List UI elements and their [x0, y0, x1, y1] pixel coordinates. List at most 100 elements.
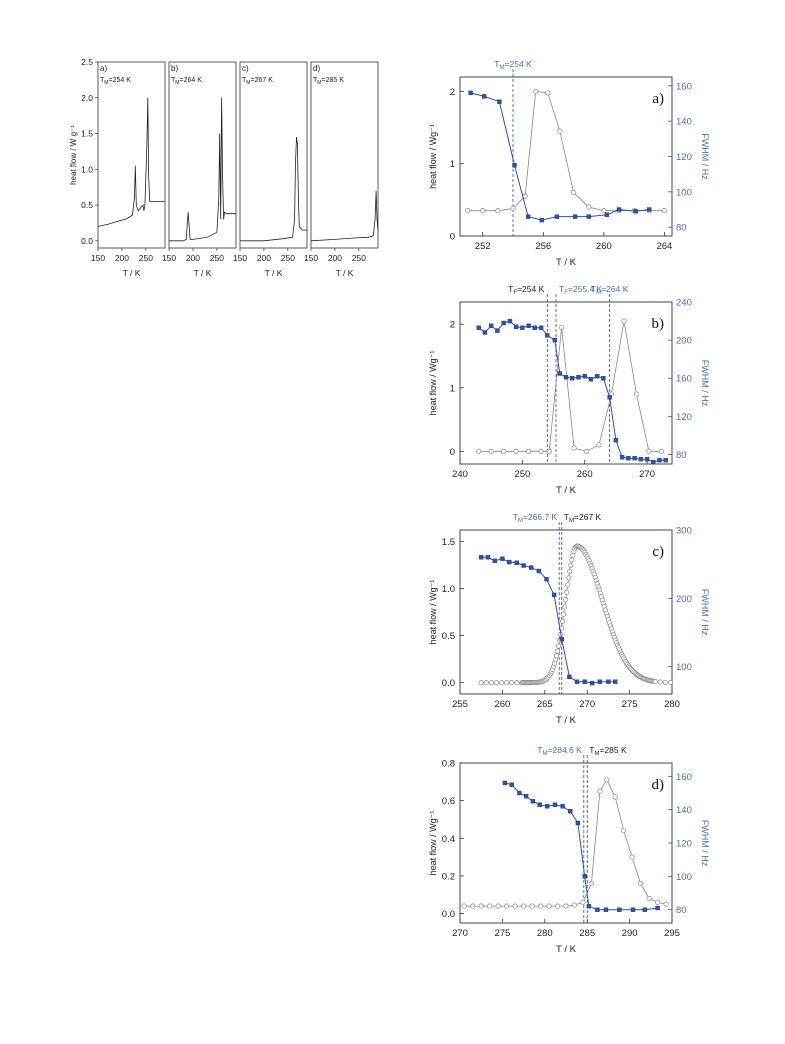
y-axis-label: heat flow / W g⁻¹	[69, 125, 78, 185]
heat-flow-point	[526, 448, 532, 454]
fwhm-point	[582, 374, 587, 379]
fwhm-point	[551, 592, 557, 598]
melting-temp-annotation: TM=267 K	[242, 77, 273, 86]
panel-label: a)	[100, 64, 107, 73]
dsc-nmr-panel-d: 270 275 280 285 290 295 T / K 0.0 0.2 0.4 0.6 0.8 he…	[428, 745, 710, 955]
heat-flow-point	[629, 854, 635, 860]
y-tick-label: 0.8	[442, 759, 455, 770]
melting-temp-annotation-sub: M	[175, 80, 179, 86]
heat-flow-point	[488, 680, 494, 686]
y-right-tick-label: 100	[676, 662, 692, 673]
y-right-tick-label: 80	[676, 905, 687, 916]
y-right-tick-label: 80	[676, 223, 687, 234]
heat-flow-point	[557, 128, 563, 134]
fwhm-point	[632, 456, 637, 461]
transition-temp-label-rest: =264 K	[601, 284, 629, 294]
x-tick-label: 150	[233, 253, 247, 263]
x-axis-label: T / K	[123, 268, 141, 278]
heat-flow-point	[476, 448, 482, 454]
fwhm-point	[545, 333, 550, 338]
heat-flow-point	[546, 448, 552, 454]
transition-temp-label: TM=285 K	[589, 745, 627, 757]
panel-label: d)	[652, 777, 665, 793]
fwhm-point	[536, 568, 542, 574]
heat-flow-point	[655, 899, 661, 905]
heat-flow-point	[571, 190, 577, 196]
transition-temp-label-rest: =254 K	[505, 59, 533, 69]
y-right-tick-label: 240	[676, 298, 692, 309]
x-tick-label: 260	[596, 241, 612, 252]
heat-flow-point	[584, 448, 590, 454]
heat-flow-point	[565, 582, 571, 588]
x-tick-label: 150	[91, 253, 105, 263]
x-tick-label: 270	[579, 699, 595, 710]
heat-flow-point	[465, 208, 471, 214]
fwhm-point	[489, 323, 494, 328]
heat-flow-point	[561, 611, 567, 617]
heat-flow-point	[559, 324, 565, 330]
heat-flow-point	[521, 903, 527, 909]
heat-flow-point	[612, 794, 618, 800]
melting-temp-annotation-sub: M	[246, 80, 250, 86]
x-tick-label: 264	[656, 241, 672, 252]
y-tick-label: 1.0	[81, 164, 93, 174]
fwhm-point	[586, 214, 591, 219]
y-right-tick-label: 200	[676, 336, 692, 347]
heat-flow-point	[488, 448, 494, 454]
small-panel-b: 150 200 250 T / K b) TM=264 K	[162, 61, 237, 278]
y-tick-label: 1.5	[81, 129, 93, 139]
fwhm-point	[532, 325, 537, 330]
y-right-tick-label: 100	[676, 187, 692, 198]
y-tick-label: 0.5	[81, 200, 93, 210]
fwhm-point	[644, 457, 650, 462]
heat-flow-point	[596, 442, 602, 448]
melting-temp-annotation-sub: M	[104, 80, 108, 86]
fwhm-point	[588, 377, 594, 382]
heat-flow-point	[658, 448, 664, 454]
y-right-tick-label: 120	[676, 152, 692, 163]
x-tick-label: 270	[452, 928, 468, 939]
heat-flow-point	[621, 318, 627, 324]
heat-flow-point	[580, 899, 586, 905]
fwhm-point	[479, 555, 484, 560]
melting-temp-annotation-rest: =254 K	[108, 77, 131, 84]
x-axis-label: T / K	[556, 485, 577, 496]
fwhm-point	[525, 214, 531, 219]
transition-temp-label-main: T	[591, 284, 596, 294]
y-right-tick-label: 140	[676, 117, 692, 128]
heat-flow-point	[568, 562, 574, 568]
heat-flow-point	[555, 643, 562, 649]
heat-flow-point	[633, 391, 640, 397]
transition-temp-label-main: T	[537, 745, 542, 755]
transition-temp-label-main: T	[508, 284, 513, 294]
heat-flow-point	[509, 680, 515, 686]
heat-flow-point	[461, 903, 467, 909]
heat-flow-point	[657, 679, 663, 685]
y-axis-label: heat flow / Wg⁻¹	[428, 580, 438, 645]
transition-temp-label: TM=266.7 K	[513, 512, 558, 524]
fwhm-point	[572, 214, 578, 219]
y-tick-label: 2	[450, 320, 455, 331]
x-tick-label: 270	[639, 469, 655, 480]
heat-flow-point	[563, 903, 569, 909]
heat-flow-point	[504, 680, 510, 686]
fwhm-point	[574, 679, 580, 684]
fwhm-point	[638, 457, 643, 462]
plot-frame	[239, 61, 308, 249]
heat-flow-point	[504, 903, 510, 909]
panel-label: c)	[242, 64, 249, 73]
fwhm-point	[509, 782, 514, 787]
heat-flow-point	[480, 208, 486, 214]
heat-flow-point	[538, 448, 544, 454]
fwhm-point	[495, 328, 500, 333]
heat-flow-point	[470, 903, 476, 909]
transition-temp-label: TM=264 K	[591, 284, 629, 296]
fwhm-point	[606, 679, 611, 684]
plot-frame	[459, 529, 673, 695]
x-tick-label: 260	[577, 469, 593, 480]
heat-flow-point	[646, 448, 652, 454]
transition-temp-label-rest: =284.6 K	[548, 745, 583, 755]
y-tick-label: 1	[450, 159, 455, 170]
transition-temp-label-sub: M	[542, 750, 547, 757]
